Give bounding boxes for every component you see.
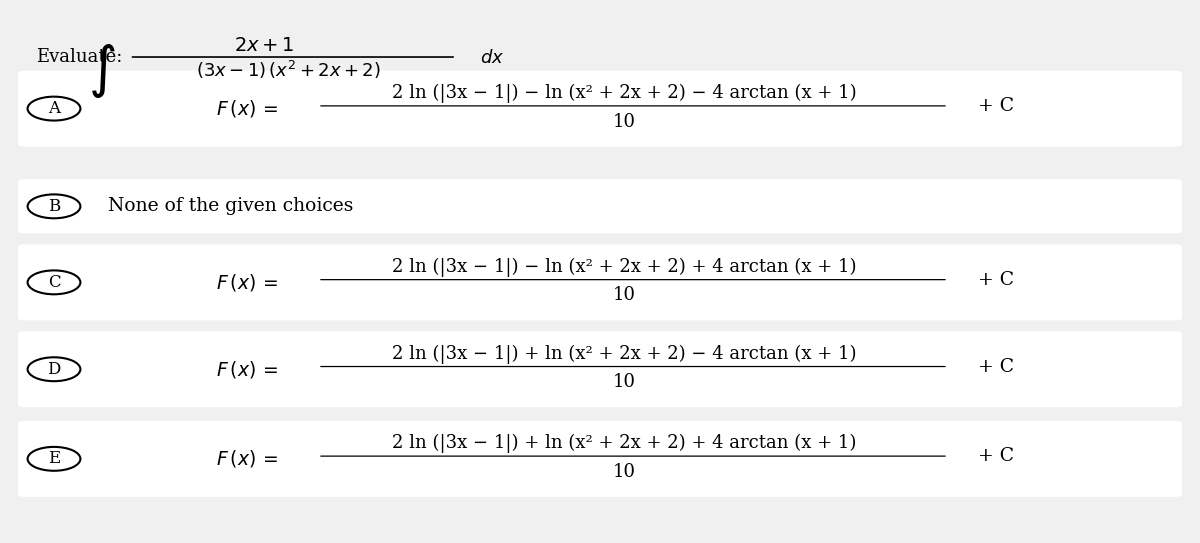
Text: + C: + C (978, 447, 1014, 465)
FancyBboxPatch shape (18, 179, 1182, 233)
Text: A: A (48, 100, 60, 117)
Text: $(3x-1)\,(x^2+2x+2)$: $(3x-1)\,(x^2+2x+2)$ (196, 59, 380, 80)
Text: 2 ln (|3x − 1|) + ln (x² + 2x + 2) − 4 arctan (x + 1): 2 ln (|3x − 1|) + ln (x² + 2x + 2) − 4 a… (391, 344, 857, 364)
Text: $\int$: $\int$ (89, 42, 115, 99)
Text: $F\,(x)\,=$: $F\,(x)\,=$ (216, 449, 278, 469)
Text: 2 ln (|3x − 1|) − ln (x² + 2x + 2) − 4 arctan (x + 1): 2 ln (|3x − 1|) − ln (x² + 2x + 2) − 4 a… (391, 84, 857, 103)
FancyBboxPatch shape (18, 421, 1182, 497)
Text: + C: + C (978, 270, 1014, 289)
Text: $2x+1$: $2x+1$ (234, 37, 294, 55)
Text: B: B (48, 198, 60, 215)
Text: 10: 10 (612, 112, 636, 131)
Text: $F\,(x)\,=$: $F\,(x)\,=$ (216, 359, 278, 380)
Text: $F\,(x)\,=$: $F\,(x)\,=$ (216, 98, 278, 119)
Text: 10: 10 (612, 463, 636, 481)
Text: E: E (48, 450, 60, 468)
Text: 10: 10 (612, 373, 636, 392)
Text: Evaluate:: Evaluate: (36, 48, 122, 66)
Text: $F\,(x)\,=$: $F\,(x)\,=$ (216, 272, 278, 293)
Text: 2 ln (|3x − 1|) + ln (x² + 2x + 2) + 4 arctan (x + 1): 2 ln (|3x − 1|) + ln (x² + 2x + 2) + 4 a… (392, 434, 856, 453)
Text: D: D (47, 361, 61, 378)
Text: C: C (48, 274, 60, 291)
Text: 2 ln (|3x − 1|) − ln (x² + 2x + 2) + 4 arctan (x + 1): 2 ln (|3x − 1|) − ln (x² + 2x + 2) + 4 a… (391, 257, 857, 277)
Text: + C: + C (978, 97, 1014, 115)
Text: None of the given choices: None of the given choices (108, 197, 353, 216)
FancyBboxPatch shape (18, 331, 1182, 407)
FancyBboxPatch shape (18, 244, 1182, 320)
Text: 10: 10 (612, 286, 636, 305)
FancyBboxPatch shape (18, 71, 1182, 147)
Text: + C: + C (978, 357, 1014, 376)
Text: $dx$: $dx$ (480, 49, 504, 67)
